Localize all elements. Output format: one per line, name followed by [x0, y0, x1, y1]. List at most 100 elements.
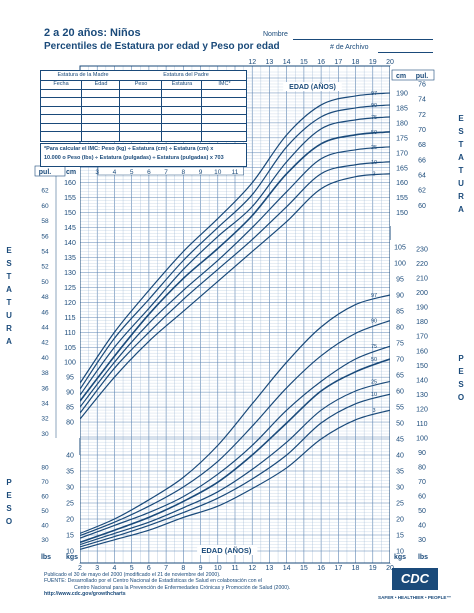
right-cm-tick: 170: [396, 150, 408, 157]
record-col-2[interactable]: Peso: [119, 80, 162, 141]
right-kg-tick: 20: [396, 517, 404, 524]
left-weight-scale-bg: [35, 455, 80, 563]
record-row-line: [41, 97, 81, 98]
right-in-tick: 64: [418, 173, 426, 180]
stature-percentile-25: [80, 146, 390, 408]
record-row-line: [162, 122, 202, 124]
top-age-tick: 15: [300, 59, 308, 66]
record-col-4[interactable]: IMC*: [201, 80, 247, 141]
left-lb-tick: 40: [41, 522, 49, 529]
weight-letter: P: [6, 478, 12, 487]
bmi-note: *Para calcular el IMC: Peso (kg) ÷ Estat…: [40, 143, 247, 167]
left-cm-tick: 110: [64, 330, 75, 337]
right-kg-tick: 105: [394, 245, 406, 252]
file-number-field[interactable]: [378, 52, 433, 53]
top-age-tick: 17: [334, 59, 342, 66]
weight-percentile-label-75: 75: [371, 344, 377, 350]
weight-letter: S: [6, 504, 12, 513]
left-cm-tick: 155: [64, 195, 76, 202]
curve-labels: 97 90 75 50 25 10 3 97 90 75 50 25 10 3: [371, 91, 377, 414]
left-cm-tick: 120: [64, 300, 76, 307]
left-in-tick: 32: [41, 416, 49, 423]
left-unit-cm-label: cm: [66, 169, 76, 176]
record-col-3[interactable]: Estatura: [161, 80, 202, 141]
stature-percentile-75: [80, 116, 390, 396]
left-in-tick: 44: [41, 325, 49, 332]
right-in-tick: 66: [418, 157, 426, 164]
right-cm-tick: 160: [396, 180, 408, 187]
bottom-age-tick: 4: [112, 565, 116, 572]
left-cm-tick: 85: [66, 405, 74, 412]
left-in-tick: 34: [41, 401, 49, 408]
right-kg-tick: 50: [396, 421, 404, 428]
record-row-line: [41, 122, 81, 124]
weight-percentile-10: [80, 393, 390, 548]
stature-percentile-97: [80, 92, 390, 384]
right-in-tick: 70: [418, 127, 426, 134]
weight-letter: O: [5, 517, 13, 526]
left-in-tick: 40: [41, 355, 49, 362]
record-col-0[interactable]: Fecha: [41, 80, 81, 141]
right-kg-tick: 95: [396, 277, 404, 284]
left-lb-tick: 50: [41, 508, 49, 515]
top-age-tick: 13: [266, 59, 274, 66]
bottom-age-tick: 17: [334, 565, 342, 572]
left-cm-tick: 90: [66, 390, 74, 397]
bottom-lbs-label: lbs: [41, 554, 51, 561]
weight-percentile-50: [80, 358, 390, 544]
stature-percentile-10: [80, 161, 390, 414]
right-lb-tick: 190: [416, 305, 428, 312]
record-row-line: [120, 105, 162, 107]
file-number-label: # de Archivo: [330, 44, 369, 51]
right-kg-tick: 70: [396, 357, 404, 364]
right-kg-tick: 85: [396, 309, 404, 316]
weight-percentile-label-50: 50: [371, 357, 377, 363]
weight-letter: O: [457, 393, 465, 402]
right-kg-tick: 55: [396, 405, 404, 412]
inner-age-tick: 8: [182, 169, 186, 176]
right-lb-tick: 180: [416, 319, 428, 326]
right-lb-tick: 120: [416, 406, 428, 413]
record-row-line: [120, 131, 162, 132]
age-label-bg-bottom: [197, 545, 258, 555]
right-lb-tick: 80: [418, 464, 426, 471]
left-lb-tick: 60: [41, 493, 49, 500]
right-in-tick: 74: [418, 97, 426, 104]
right-lb-tick: 110: [416, 421, 427, 428]
record-row-line: [162, 88, 202, 90]
right-lb-tick: 210: [416, 276, 428, 283]
left-in-tick: 60: [41, 203, 49, 210]
record-col-1[interactable]: Edad: [81, 80, 120, 141]
bmi-note-line2: 10.000 o Peso (lbs) ÷ Estatura (pulgadas…: [44, 155, 224, 161]
stature-percentile-label-25: 25: [371, 145, 377, 151]
left-in-tick: 48: [41, 294, 49, 301]
left-in-tick: 56: [41, 233, 49, 240]
left-in-tick: 58: [41, 218, 49, 225]
weight-percentile-label-97: 97: [371, 293, 377, 299]
name-field[interactable]: [293, 39, 433, 40]
right-cm-tick: 185: [396, 105, 408, 112]
left-in-tick: 42: [41, 340, 49, 347]
right-cm-tick: 175: [396, 135, 408, 142]
footer-url[interactable]: http://www.cdc.gov/growthcharts: [44, 591, 126, 598]
weight-letter: P: [458, 354, 464, 363]
right-kg-tick: 25: [396, 501, 404, 508]
record-row-line: [162, 114, 202, 115]
bottom-age-tick: 9: [199, 565, 203, 572]
bottom-right-lbs-label: lbs: [418, 554, 428, 561]
record-row-line: [120, 114, 162, 115]
record-row-line: [120, 122, 162, 124]
footer-line1: Publicado el 30 de mayo del 2000 (modifi…: [44, 572, 221, 578]
cdc-tagline: SAFER • HEALTHIER • PEOPLE™: [378, 595, 452, 600]
right-kg-tick: 10: [396, 549, 404, 556]
right-kg-tick: 90: [396, 293, 404, 300]
weight-percentile-97: [80, 294, 390, 534]
right-kg-tick: 80: [396, 325, 404, 332]
left-cm-tick: 140: [64, 240, 76, 247]
weight-percentile-label-90: 90: [371, 319, 377, 325]
left-cm-tick: 150: [64, 210, 76, 217]
bottom-age-tick: 14: [283, 565, 291, 572]
record-table-grid[interactable]: Fecha Edad Peso Estatura IMC*: [41, 80, 247, 141]
